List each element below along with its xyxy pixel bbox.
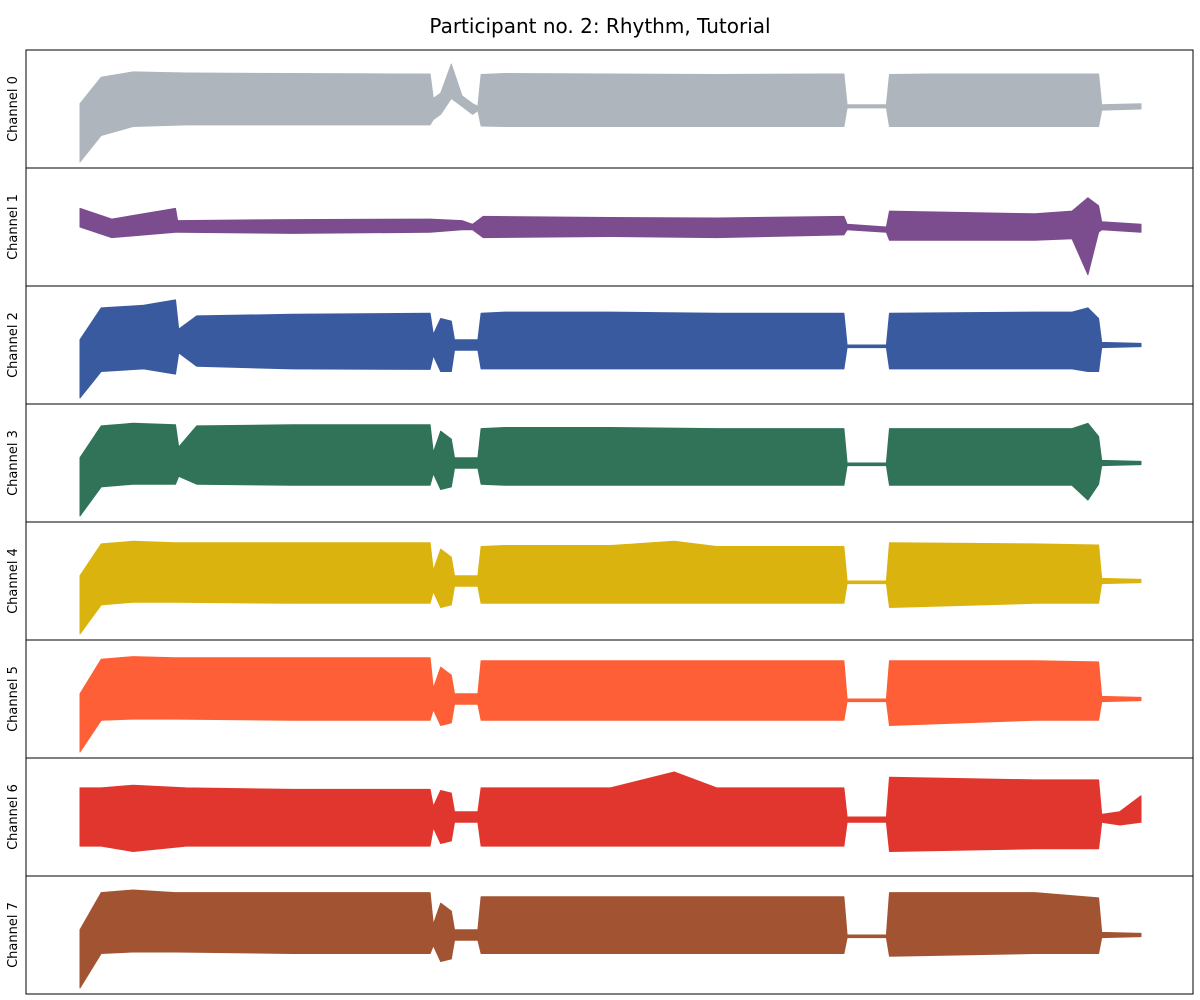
channel-panel-7: Channel 7	[6, 875, 1194, 995]
chart-title: Participant no. 2: Rhythm, Tutorial	[429, 14, 771, 38]
channel-3-waveform	[79, 422, 1142, 517]
channel-2-waveform	[79, 299, 1142, 399]
channel-3-ylabel: Channel 3	[6, 430, 21, 496]
channel-1-waveform	[79, 197, 1142, 276]
channel-7-ylabel: Channel 7	[6, 902, 21, 968]
channel-7-frame	[25, 875, 1194, 995]
channel-1-ylabel: Channel 1	[6, 194, 21, 260]
channel-6-waveform	[79, 771, 1142, 852]
channel-panel-4: Channel 4	[6, 521, 1194, 641]
channel-4-ylabel: Channel 4	[6, 548, 21, 614]
channel-7-waveform	[79, 889, 1142, 989]
channel-panel-1: Channel 1	[6, 167, 1194, 287]
channel-0-waveform	[79, 63, 1142, 163]
channel-panel-3: Channel 3	[6, 403, 1194, 523]
channel-panel-6: Channel 6	[6, 757, 1194, 877]
channel-panel-2: Channel 2	[6, 285, 1194, 405]
channel-0-ylabel: Channel 0	[6, 76, 21, 142]
channel-panel-0: Channel 0	[6, 49, 1194, 169]
channel-5-waveform	[79, 656, 1142, 753]
channel-2-ylabel: Channel 2	[6, 312, 21, 378]
channel-panel-5: Channel 5	[6, 639, 1194, 759]
channel-5-ylabel: Channel 5	[6, 666, 21, 732]
channel-6-ylabel: Channel 6	[6, 784, 21, 850]
channel-4-waveform	[79, 540, 1142, 635]
